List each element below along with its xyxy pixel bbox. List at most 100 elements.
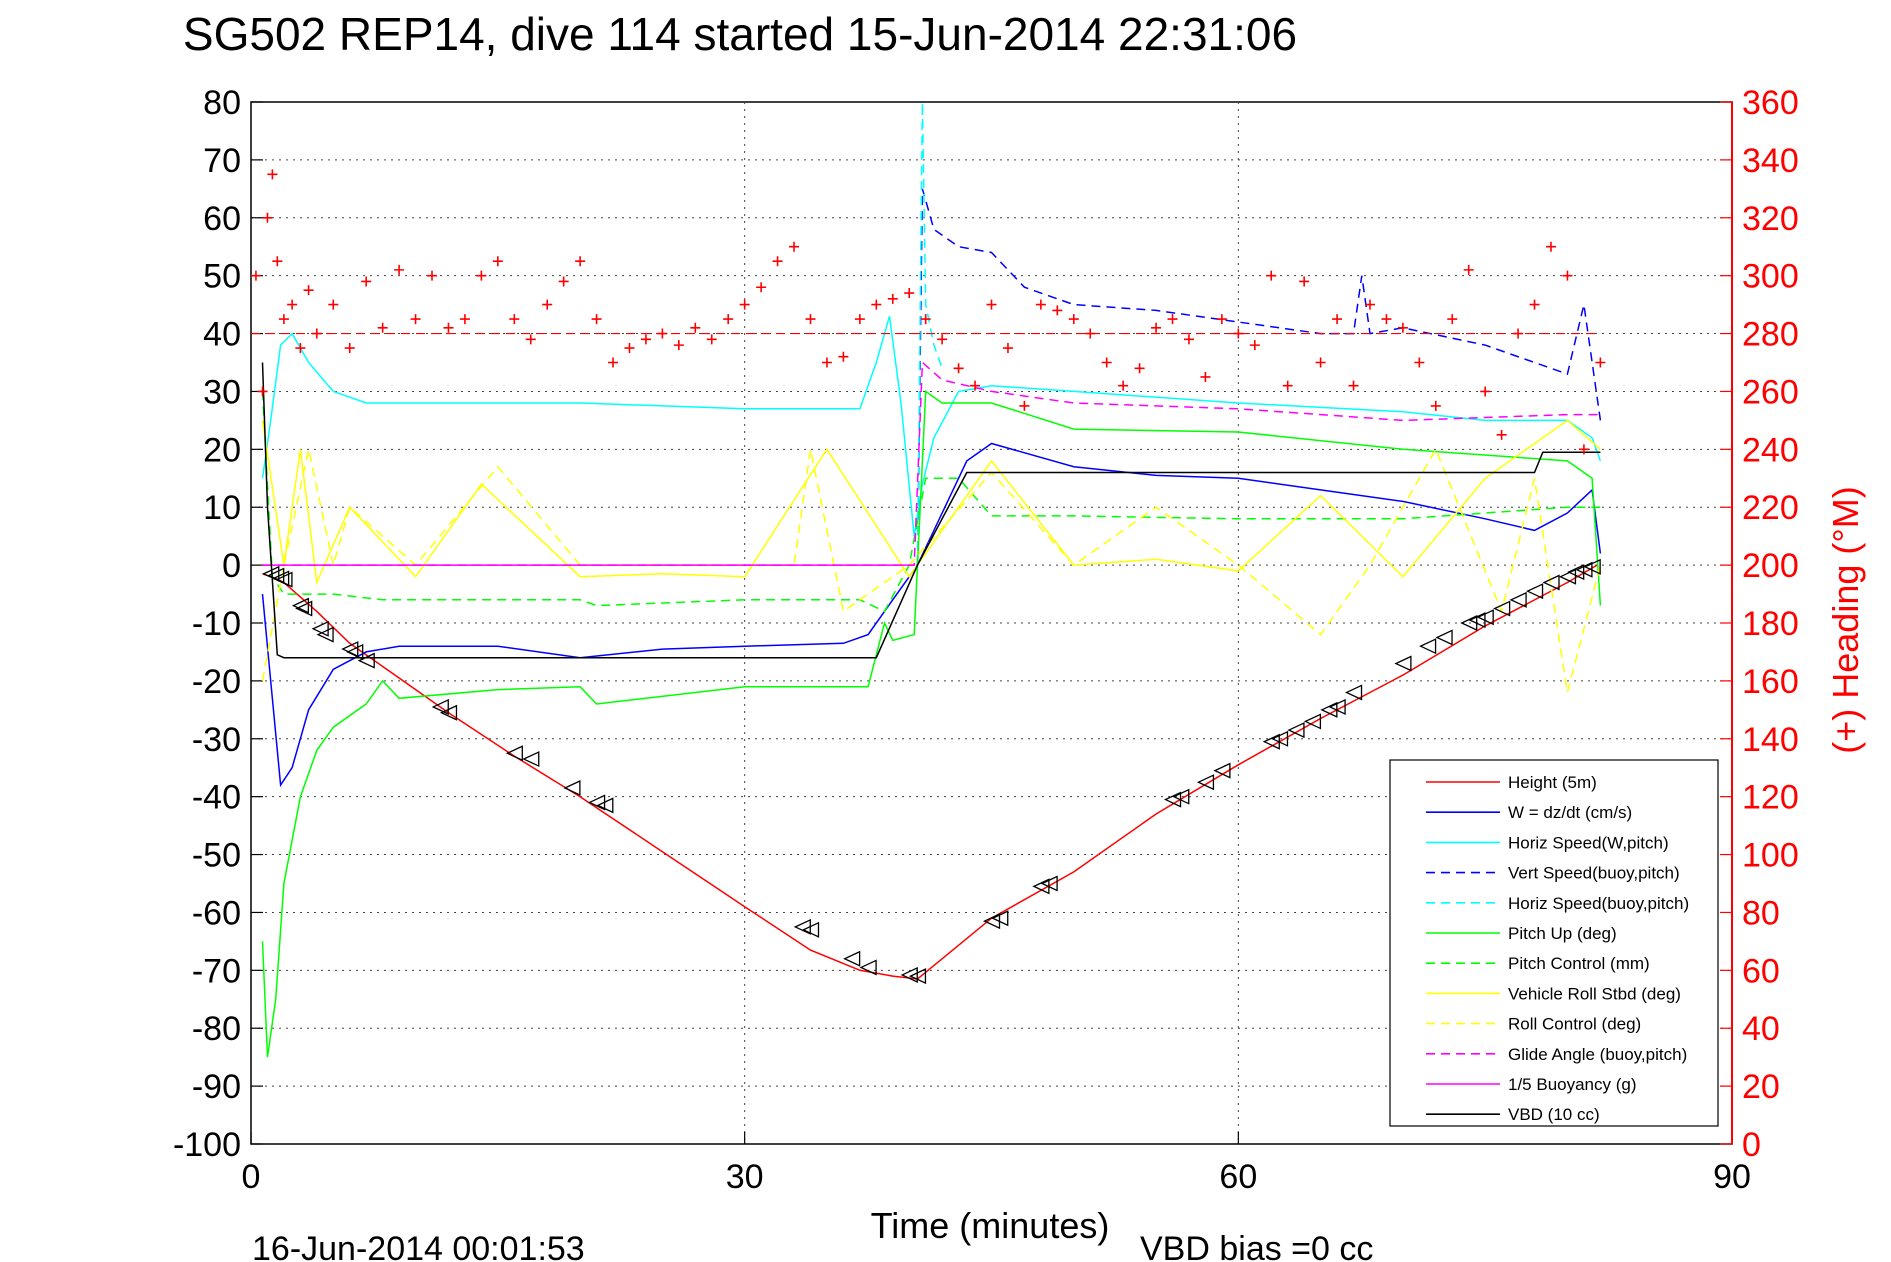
heading-point (287, 299, 298, 310)
heading-point (1364, 299, 1375, 310)
heading-point (1183, 334, 1194, 345)
heading-point (1348, 380, 1359, 391)
y-tick-label: 50 (203, 258, 241, 296)
right-tick-label: 120 (1742, 779, 1799, 817)
heading-point (838, 351, 849, 362)
heading-point (410, 314, 421, 325)
heading-point (492, 256, 503, 267)
triangle-marker (859, 959, 877, 976)
x-tick-label: 90 (1713, 1158, 1751, 1196)
y-tick-label: 20 (203, 431, 241, 469)
triangle-marker (1394, 655, 1412, 672)
heading-point (1019, 400, 1030, 411)
y-tick-label: 0 (222, 547, 241, 585)
heading-point (250, 270, 261, 281)
triangle-marker (1558, 568, 1577, 585)
legend-entry: Horiz Speed(W,pitch) (1508, 833, 1669, 852)
y-tick-label: 70 (203, 142, 241, 180)
heading-point (1002, 343, 1013, 354)
y-tick-label: -70 (192, 952, 241, 990)
heading-point (1447, 314, 1458, 325)
triangle-marker (843, 950, 861, 967)
triangle-marker (357, 652, 375, 669)
heading-point (1529, 299, 1540, 310)
x-axis-label: Time (minutes) (871, 1205, 1110, 1246)
legend-entry: Horiz Speed(buoy,pitch) (1508, 894, 1689, 913)
series-line-horiz-speed-buoy-pitch (916, 101, 943, 566)
series-line-vehicle-roll-stbd-deg (261, 419, 1601, 586)
heading-point (1332, 314, 1343, 325)
heading-point (706, 334, 717, 345)
right-tick-label: 300 (1742, 258, 1799, 296)
legend-box (1389, 759, 1719, 1127)
y-tick-label: -30 (192, 721, 241, 759)
triangle-marker (596, 797, 614, 814)
heading-point (1282, 380, 1293, 391)
legend-entry: Height (5m) (1508, 773, 1597, 792)
triangle-marker (1542, 574, 1560, 591)
triangle-marker (505, 745, 523, 762)
heading-point (1167, 314, 1178, 325)
heading-point (1200, 371, 1211, 382)
triangle-marker (1172, 788, 1190, 805)
y-tick-label: -50 (192, 837, 241, 875)
heading-point (805, 314, 816, 325)
y-tick-label: -40 (192, 779, 241, 817)
right-axis: 3603403203002802602402202001801601401201… (1720, 84, 1799, 1164)
right-axis-label: (+) Heading (°M) (1825, 486, 1866, 753)
right-tick-label: 140 (1742, 721, 1799, 759)
y-tick-label: 10 (203, 489, 241, 527)
heading-point (937, 334, 948, 345)
heading-point (1118, 380, 1129, 391)
triangle-marker (1303, 713, 1322, 730)
heading-point (673, 340, 684, 351)
legend-entry: Pitch Up (deg) (1508, 924, 1617, 943)
triangle-marker (1509, 591, 1527, 608)
heading-point (476, 270, 487, 281)
legend-entry: W = dz/dt (cm/s) (1508, 803, 1632, 822)
heading-point (459, 314, 470, 325)
heading-point (690, 322, 701, 333)
y-tick-label: 60 (203, 200, 241, 238)
heading-point (427, 270, 438, 281)
heading-point (525, 334, 536, 345)
heading-point (1249, 340, 1260, 351)
right-tick-label: 0 (1742, 1126, 1761, 1164)
triangle-marker (346, 643, 364, 660)
heading-point (1315, 357, 1326, 368)
heading-point (328, 299, 339, 310)
heading-point (1397, 322, 1408, 333)
triangle-marker (1583, 558, 1601, 575)
legend-entry: Glide Angle (buoy,pitch) (1508, 1045, 1687, 1064)
triangle-marker (908, 968, 927, 985)
triangle-marker (275, 571, 293, 588)
heading-point (756, 282, 767, 293)
y-tick-label: 30 (203, 373, 241, 411)
right-tick-label: 100 (1742, 837, 1799, 875)
legend-entry: Vert Speed(buoy,pitch) (1508, 864, 1680, 883)
heading-point (262, 212, 273, 223)
triangle-marker (1419, 638, 1437, 655)
heading-point (739, 299, 750, 310)
right-tick-label: 340 (1742, 142, 1799, 180)
heading-point (887, 293, 898, 304)
heading-point (509, 314, 520, 325)
triangle-marker (295, 600, 313, 617)
heading-point (1151, 322, 1162, 333)
right-tick-label: 200 (1742, 547, 1799, 585)
right-tick-label: 20 (1742, 1068, 1780, 1106)
triangle-marker (311, 620, 329, 637)
heading-point (542, 299, 553, 310)
right-tick-label: 80 (1742, 894, 1780, 932)
right-tick-label: 60 (1742, 952, 1780, 990)
heading-point (871, 299, 882, 310)
heading-point (1545, 241, 1556, 252)
heading-point (789, 241, 800, 252)
heading-point (953, 363, 964, 374)
heading-point (1463, 264, 1474, 275)
series-line-pitch-up-deg (261, 389, 1602, 1058)
heading-point (1595, 357, 1606, 368)
heading-point (1299, 276, 1310, 287)
triangle-marker (1270, 730, 1289, 747)
